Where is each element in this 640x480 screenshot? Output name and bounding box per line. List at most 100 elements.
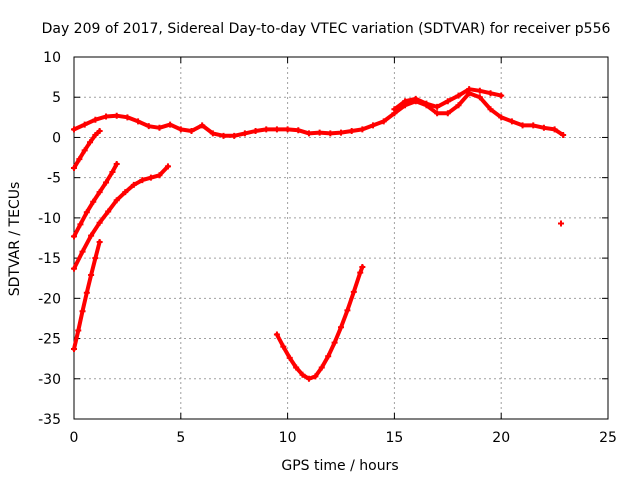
- data-point: [177, 126, 184, 133]
- data-point: [487, 90, 494, 97]
- data-point: [81, 147, 88, 154]
- data-point: [71, 233, 77, 240]
- data-point: [92, 255, 99, 262]
- data-point: [370, 122, 377, 129]
- y-tick-label: -25: [38, 332, 61, 348]
- series-arc-main: [71, 90, 567, 139]
- data-point: [558, 220, 565, 227]
- data-point: [113, 197, 120, 204]
- data-point: [113, 112, 120, 119]
- series-arc-main-upper: [391, 86, 505, 113]
- data-point: [81, 121, 88, 128]
- data-point: [96, 128, 103, 135]
- data-point: [434, 103, 441, 110]
- data-point: [344, 307, 351, 314]
- data-point: [252, 128, 259, 135]
- data-point: [156, 124, 163, 131]
- data-point: [263, 126, 270, 133]
- data-point: [316, 129, 323, 136]
- data-point: [139, 177, 146, 184]
- x-tick-label: 10: [279, 430, 297, 446]
- data-point: [75, 327, 82, 334]
- data-point: [348, 128, 355, 135]
- series-line: [72, 91, 566, 138]
- data-point: [273, 331, 280, 338]
- data-point: [327, 130, 334, 137]
- data-point: [231, 132, 238, 139]
- data-point: [71, 165, 77, 172]
- y-tick-label: -5: [47, 171, 61, 187]
- data-point: [519, 122, 526, 129]
- y-tick-label: -15: [38, 251, 61, 267]
- data-point: [476, 94, 483, 101]
- data-point: [79, 248, 86, 255]
- data-point: [122, 189, 129, 196]
- data-point: [188, 128, 195, 135]
- data-point: [76, 156, 83, 163]
- data-point: [71, 126, 77, 133]
- data-point: [455, 102, 462, 109]
- data-point: [88, 272, 95, 279]
- data-point: [103, 113, 110, 120]
- y-tick-label: 10: [43, 50, 61, 66]
- data-point: [540, 124, 547, 131]
- x-tick-label: 0: [70, 430, 79, 446]
- data-point: [402, 98, 409, 105]
- series-arc-c: [71, 163, 171, 272]
- x-tick-label: 5: [176, 430, 185, 446]
- data-point: [434, 110, 441, 117]
- data-point: [164, 163, 171, 170]
- data-point: [444, 110, 451, 117]
- data-point: [71, 346, 77, 353]
- data-point: [318, 364, 325, 371]
- x-axis-label: GPS time / hours: [281, 458, 398, 474]
- data-point: [96, 239, 103, 246]
- data-point: [551, 126, 558, 133]
- data-point: [508, 118, 515, 125]
- data-point: [444, 98, 451, 105]
- data-point: [391, 106, 398, 113]
- data-point: [286, 354, 293, 361]
- data-point: [145, 123, 152, 130]
- data-point: [476, 87, 483, 94]
- series-arc-v: [273, 263, 366, 382]
- data-point: [305, 375, 312, 382]
- data-point: [312, 373, 319, 380]
- data-point: [305, 130, 312, 137]
- data-point: [498, 92, 505, 99]
- series-point-e: [558, 220, 565, 227]
- data-point: [455, 92, 462, 99]
- data-point: [380, 118, 387, 125]
- data-point: [130, 181, 137, 188]
- data-point: [209, 130, 216, 137]
- data-point: [357, 269, 364, 276]
- x-tick-label: 20: [492, 430, 510, 446]
- data-point: [199, 122, 206, 129]
- data-point: [135, 118, 142, 125]
- y-tick-label: -35: [38, 412, 61, 428]
- series-line: [274, 265, 365, 381]
- x-tick-label: 25: [599, 430, 617, 446]
- series-arc-d: [71, 239, 103, 353]
- data-point: [92, 116, 99, 123]
- x-tick-label: 15: [385, 430, 403, 446]
- y-axis-label: SDTVAR / TECUs: [7, 182, 23, 297]
- data-point: [103, 179, 110, 186]
- plot-frame: [73, 56, 609, 420]
- data-point: [90, 198, 97, 205]
- series-arc-a: [71, 128, 103, 172]
- data-point: [109, 169, 116, 176]
- series-line: [72, 162, 119, 239]
- data-point: [293, 364, 300, 371]
- data-point: [79, 308, 86, 315]
- data-point: [412, 95, 419, 102]
- chart-title: Day 209 of 2017, Sidereal Day-to-day VTE…: [42, 21, 611, 37]
- data-point: [560, 132, 567, 139]
- data-point: [466, 86, 473, 93]
- data-point: [530, 122, 537, 129]
- data-point: [359, 263, 366, 270]
- data-point: [423, 100, 430, 107]
- y-tick-label: -30: [38, 372, 61, 388]
- data-point: [96, 189, 103, 196]
